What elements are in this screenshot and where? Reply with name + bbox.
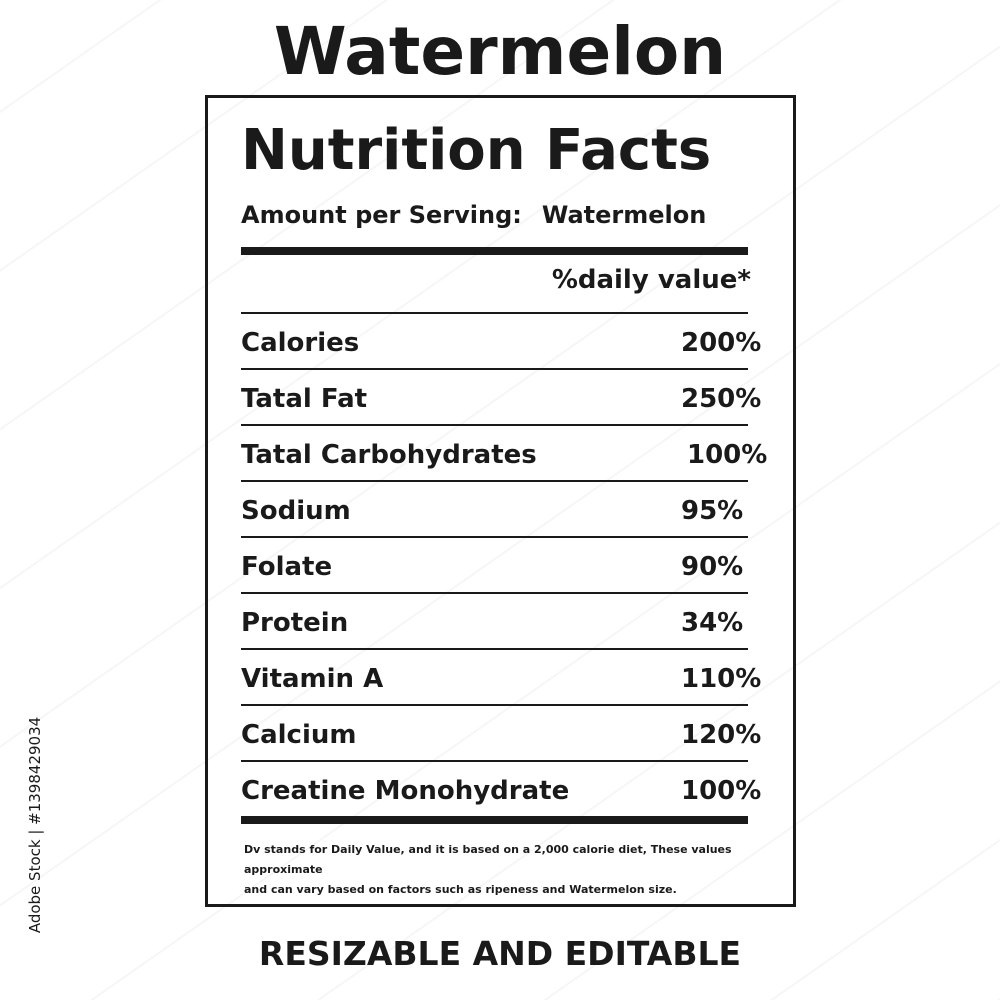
row-divider: [241, 592, 748, 594]
nutrient-name: Tatal Fat: [241, 384, 368, 414]
row-divider: [241, 480, 748, 482]
nutrient-row-total-fat: Tatal Fat 250%: [241, 370, 761, 424]
nutrition-facts-heading: Nutrition Facts: [241, 118, 712, 183]
nutrient-name: Tatal Carbohydrates: [241, 440, 537, 470]
nutrient-value: 250%: [681, 384, 762, 414]
nutrient-name: Creatine Monohydrate: [241, 776, 570, 806]
row-divider: [241, 312, 748, 314]
footnote-line: and can vary based on factors such as ri…: [244, 883, 677, 896]
nutrient-row-creatine: Creatine Monohydrate 100%: [241, 762, 761, 816]
serving-label: Amount per Serving:: [241, 201, 522, 229]
nutrient-name: Folate: [241, 552, 333, 582]
nutrient-name: Calories: [241, 328, 360, 358]
serving-value: Watermelon: [541, 201, 707, 229]
nutrient-row-sodium: Sodium 95%: [241, 482, 761, 536]
nutrient-name: Vitamin A: [241, 664, 384, 694]
thick-divider-bottom: [241, 816, 748, 824]
nutrient-value: 120%: [681, 720, 762, 750]
nutrient-row-calories: Calories 200%: [241, 314, 761, 368]
daily-value-header: %daily value*: [551, 265, 751, 295]
page-title: Watermelon: [273, 13, 727, 90]
nutrient-row-folate: Folate 90%: [241, 538, 761, 592]
thick-divider-top: [241, 247, 748, 255]
row-divider: [241, 424, 748, 426]
caption: RESIZABLE AND EDITABLE: [258, 934, 742, 973]
nutrient-value: 200%: [681, 328, 762, 358]
row-divider: [241, 648, 748, 650]
nutrient-row-carbohydrates: Tatal Carbohydrates 100%: [241, 426, 767, 480]
nutrient-value: 100%: [681, 776, 762, 806]
row-divider: [241, 536, 748, 538]
row-divider: [241, 368, 748, 370]
nutrient-name: Sodium: [241, 496, 351, 526]
stock-id-text: Adobe Stock | #1398429034: [24, 717, 46, 933]
nutrient-row-vitamin-a: Vitamin A 110%: [241, 650, 761, 704]
nutrient-name: Protein: [241, 608, 349, 638]
nutrient-value: 95%: [681, 496, 744, 526]
nutrition-label: Nutrition Facts Amount per Serving: Water…: [205, 95, 796, 907]
row-divider: [241, 704, 748, 706]
serving-line: Amount per Serving: Watermelon: [241, 198, 706, 232]
nutrient-value: 90%: [681, 552, 744, 582]
stock-id-label: Adobe Stock | #1398429034: [26, 716, 44, 934]
nutrient-row-calcium: Calcium 120%: [241, 706, 761, 760]
footnote: Dv stands for Daily Value, and it is bas…: [244, 840, 784, 900]
nutrient-value: 34%: [681, 608, 744, 638]
row-divider: [241, 760, 748, 762]
nutrient-value: 110%: [681, 664, 762, 694]
nutrient-value: 100%: [687, 440, 768, 470]
nutrient-row-protein: Protein 34%: [241, 594, 761, 648]
nutrient-name: Calcium: [241, 720, 357, 750]
footnote-line: Dv stands for Daily Value, and it is bas…: [244, 843, 732, 876]
